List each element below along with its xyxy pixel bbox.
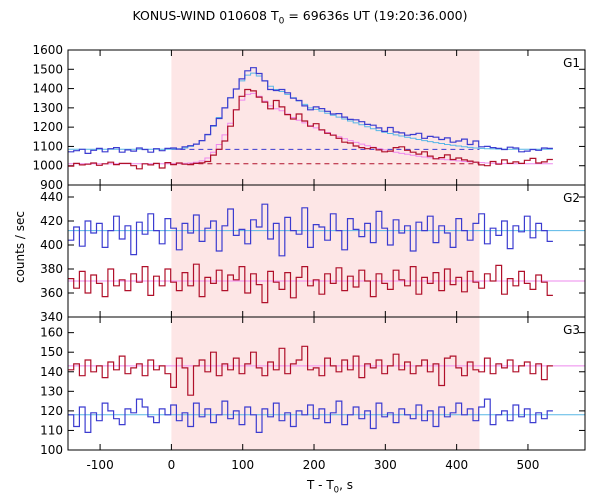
x-tick-label: 300 xyxy=(374,458,397,472)
title-subscript: 0 xyxy=(278,16,285,27)
g2-y-tick-label: 340 xyxy=(40,310,63,324)
x-axis-label-prefix: T - T xyxy=(307,478,334,492)
g2-y-tick-label: 420 xyxy=(40,214,63,228)
g3-frame xyxy=(67,316,586,451)
g2-y-tick-label: 380 xyxy=(40,262,63,276)
g1-y-tick-label: 1000 xyxy=(32,159,63,173)
title-prefix: KONUS-WIND 010608 T xyxy=(132,8,279,23)
x-tick-label: 400 xyxy=(445,458,468,472)
g2-shaded-interval xyxy=(171,185,480,317)
g2-y-tick-label: 360 xyxy=(40,286,63,300)
g2-y-tick-label: 400 xyxy=(40,238,63,252)
title-suffix: = 69636s UT (19:20:36.000) xyxy=(284,8,468,23)
g3-y-tick-label: 100 xyxy=(40,443,63,457)
g3-y-tick-label: 110 xyxy=(40,423,63,437)
g3-y-tick-label: 150 xyxy=(40,345,63,359)
g1-y-tick-label: 1100 xyxy=(32,139,63,153)
x-tick-label: 0 xyxy=(168,458,176,472)
g1-y-tick-label: 900 xyxy=(40,178,63,192)
x-tick-label: 500 xyxy=(516,458,539,472)
g1-shaded-interval xyxy=(171,50,480,185)
x-axis-label: T - T0, s xyxy=(200,478,460,495)
x-axis-label-suffix: , s xyxy=(339,478,353,492)
page-title: KONUS-WIND 010608 T0 = 69636s UT (19:20:… xyxy=(0,8,600,27)
g1-y-tick-label: 1200 xyxy=(32,120,63,134)
x-tick-label: -100 xyxy=(86,458,113,472)
y-axis-label: counts / sec xyxy=(13,211,27,284)
g1-y-tick-label: 1400 xyxy=(32,82,63,96)
x-tick-label: 200 xyxy=(303,458,326,472)
x-tick-label: 100 xyxy=(231,458,254,472)
g3-y-tick-label: 130 xyxy=(40,384,63,398)
g3-y-tick-label: 120 xyxy=(40,404,63,418)
g3-series-red xyxy=(68,345,553,396)
x-axis-label-subscript: 0 xyxy=(333,485,340,496)
g1-series-blue xyxy=(68,67,553,154)
g1-y-tick-label: 1300 xyxy=(32,101,63,115)
g2-series-red xyxy=(68,263,553,304)
g1-y-tick-label: 1500 xyxy=(32,62,63,76)
g1-y-tick-label: 1600 xyxy=(32,43,63,57)
g2-series-blue xyxy=(68,203,553,257)
g3-shaded-interval xyxy=(171,317,480,450)
g3-y-tick-label: 140 xyxy=(40,365,63,379)
g3-series-blue xyxy=(68,398,553,433)
g3-y-tick-label: 160 xyxy=(40,326,63,340)
g1-panel-label: G1 xyxy=(563,56,580,70)
g2-panel-label: G2 xyxy=(563,191,580,205)
g2-y-tick-label: 440 xyxy=(40,190,63,204)
g1-series-red xyxy=(68,88,553,170)
g3-panel-label: G3 xyxy=(563,323,580,337)
